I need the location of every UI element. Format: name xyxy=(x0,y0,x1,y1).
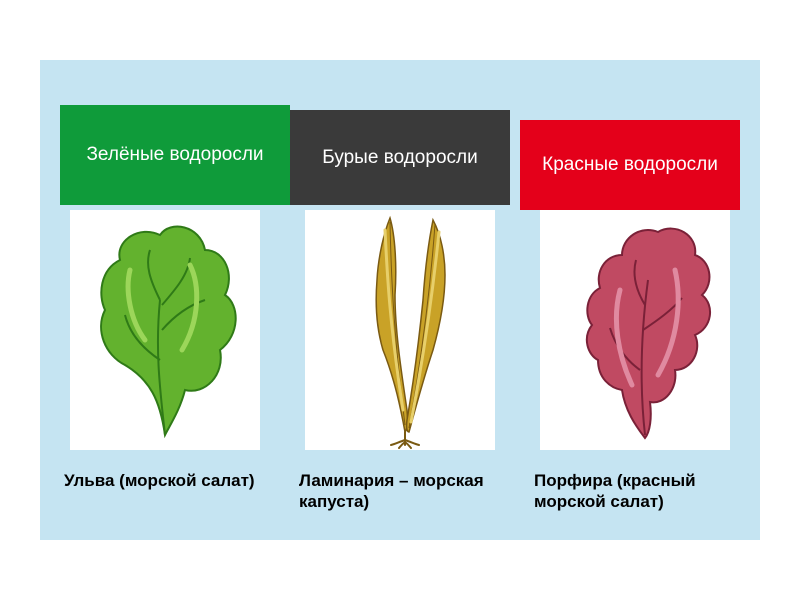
tab-green-label: Зелёные водоросли xyxy=(86,143,263,167)
laminaria-caption: Ламинария – морская капуста) xyxy=(295,470,505,513)
tab-brown-algae: Бурые водоросли xyxy=(290,110,510,205)
examples-row: Ульва (морской салат) xyxy=(60,210,740,513)
tab-brown-label: Бурые водоросли xyxy=(322,146,477,170)
red-algae-icon xyxy=(540,210,730,450)
tab-red-algae: Красные водоросли xyxy=(520,120,740,210)
ulva-caption: Ульва (морской салат) xyxy=(60,470,270,491)
item-laminaria: Ламинария – морская капуста) xyxy=(295,210,505,513)
item-porphyra: Порфира (красный морской салат) xyxy=(530,210,740,513)
item-ulva: Ульва (морской салат) xyxy=(60,210,270,513)
porphyra-image xyxy=(540,210,730,450)
category-tabs: Зелёные водоросли Бурые водоросли Красны… xyxy=(60,105,740,210)
green-algae-icon xyxy=(70,210,260,450)
brown-algae-icon xyxy=(305,210,495,450)
laminaria-image xyxy=(305,210,495,450)
ulva-image xyxy=(70,210,260,450)
tab-green-algae: Зелёные водоросли xyxy=(60,105,290,205)
content-panel: Зелёные водоросли Бурые водоросли Красны… xyxy=(40,60,760,540)
tab-red-label: Красные водоросли xyxy=(542,153,718,177)
porphyra-caption: Порфира (красный морской салат) xyxy=(530,470,740,513)
